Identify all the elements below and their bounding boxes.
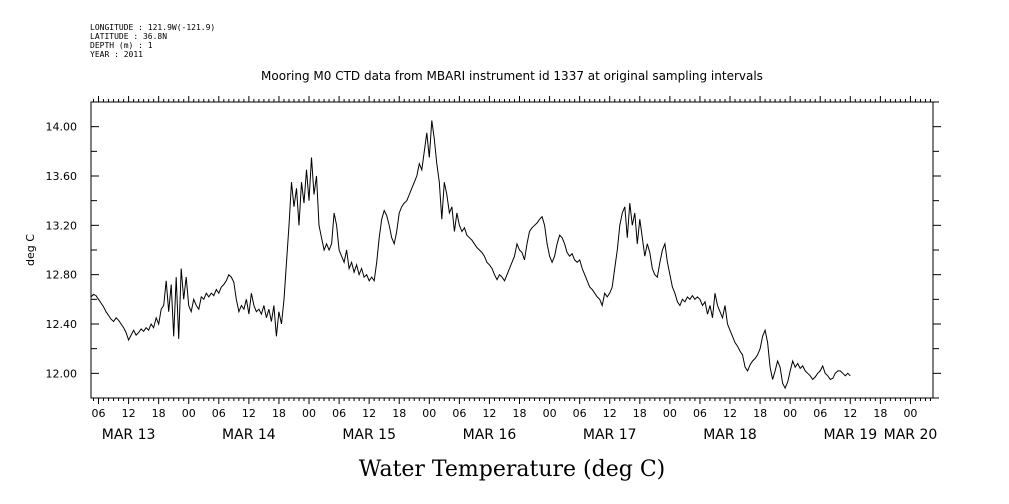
x-tick-label: 12 [843, 407, 857, 420]
x-tick-label: 18 [392, 407, 406, 420]
x-tick-label: 18 [152, 407, 166, 420]
y-tick-label: 13.60 [46, 170, 78, 183]
x-tick-label: 00 [302, 407, 316, 420]
y-tick-label: 13.20 [46, 219, 78, 232]
day-label: MAR 16 [463, 427, 517, 443]
x-tick-label: 06 [813, 407, 827, 420]
chart-title: Mooring M0 CTD data from MBARI instrumen… [261, 69, 763, 83]
x-tick-label: 06 [92, 407, 106, 420]
x-tick-label: 00 [543, 407, 557, 420]
x-tick-label: 18 [753, 407, 767, 420]
meta-year: YEAR : 2011 [90, 50, 143, 59]
x-tick-label: 06 [212, 407, 226, 420]
x-tick-label: 12 [603, 407, 617, 420]
day-labels: MAR 13 MAR 14 MAR 15 MAR 16 MAR 17 MAR 18 MAR … [102, 427, 938, 443]
x-tick-label: 18 [272, 407, 286, 420]
meta-depth: DEPTH (m) : 1 [90, 41, 153, 50]
x-tick-label: 00 [663, 407, 677, 420]
x-axis-label: Water Temperature (deg C) [359, 457, 666, 482]
x-tick-label: 00 [783, 407, 797, 420]
x-tick-labels: 06 12 18 00 06 12 18 00 06 12 18 00 06 12 18 00 06 12 18 00… [92, 407, 918, 420]
x-tick-label: 12 [122, 407, 136, 420]
x-tick-label: 12 [482, 407, 496, 420]
x-tick-label: 18 [873, 407, 887, 420]
minor-x-ticks [93, 96, 931, 404]
x-tick-label: 06 [452, 407, 466, 420]
y-axis-ticks: 12.00 12.40 12.80 13.20 13.60 14.00 [46, 101, 941, 399]
x-tick-label: 18 [513, 407, 527, 420]
day-label: MAR 15 [342, 427, 396, 443]
meta-latitude: LATITUDE : 36.8N [90, 32, 167, 41]
metadata-block: LONGITUDE : 121.9W(-121.9) LATITUDE : 36… [90, 23, 215, 59]
day-label: MAR 19 [823, 427, 877, 443]
x-tick-label: 06 [693, 407, 707, 420]
y-tick-label: 14.00 [46, 121, 78, 134]
day-label: MAR 14 [222, 427, 276, 443]
series-line [90, 120, 851, 390]
day-label: MAR 13 [102, 427, 156, 443]
x-tick-label: 00 [182, 407, 196, 420]
y-axis-label: deg C [24, 234, 37, 266]
x-tick-label: 06 [332, 407, 346, 420]
plot-frame [90, 101, 934, 399]
y-tick-label: 12.80 [46, 269, 78, 282]
meta-longitude: LONGITUDE : 121.9W(-121.9) [90, 23, 215, 32]
x-tick-label: 18 [633, 407, 647, 420]
x-tick-label: 12 [242, 407, 256, 420]
x-tick-label: 12 [362, 407, 376, 420]
day-label: MAR 18 [703, 427, 757, 443]
y-tick-label: 12.40 [46, 318, 78, 331]
day-label: MAR 17 [583, 427, 637, 443]
x-tick-label: 06 [573, 407, 587, 420]
x-tick-label: 00 [903, 407, 917, 420]
y-tick-label: 12.00 [46, 367, 78, 380]
day-label: MAR 20 [884, 427, 938, 443]
x-tick-label: 00 [422, 407, 436, 420]
x-tick-label: 12 [723, 407, 737, 420]
